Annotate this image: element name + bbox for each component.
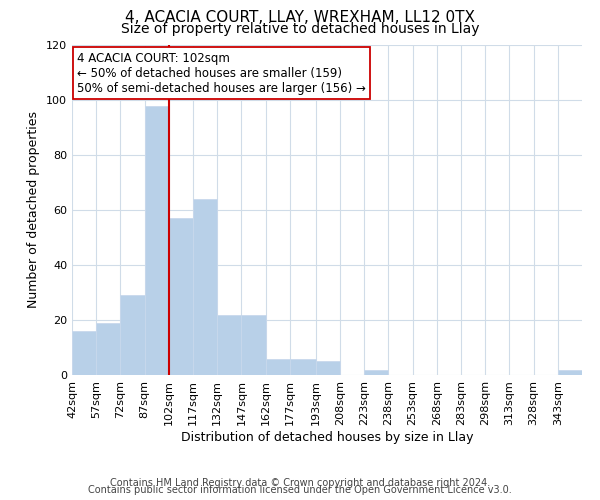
Bar — [266, 358, 290, 375]
Text: 4, ACACIA COURT, LLAY, WREXHAM, LL12 0TX: 4, ACACIA COURT, LLAY, WREXHAM, LL12 0TX — [125, 10, 475, 25]
Bar — [169, 218, 193, 375]
Bar — [145, 106, 169, 375]
Bar — [72, 331, 96, 375]
Bar — [193, 199, 217, 375]
Text: 4 ACACIA COURT: 102sqm
← 50% of detached houses are smaller (159)
50% of semi-de: 4 ACACIA COURT: 102sqm ← 50% of detached… — [77, 52, 366, 94]
X-axis label: Distribution of detached houses by size in Llay: Distribution of detached houses by size … — [181, 430, 473, 444]
Bar — [558, 370, 582, 375]
Text: Contains public sector information licensed under the Open Government Licence v3: Contains public sector information licen… — [88, 485, 512, 495]
Bar — [217, 314, 241, 375]
Bar — [364, 370, 388, 375]
Bar — [96, 323, 121, 375]
Y-axis label: Number of detached properties: Number of detached properties — [28, 112, 40, 308]
Text: Size of property relative to detached houses in Llay: Size of property relative to detached ho… — [121, 22, 479, 36]
Bar — [290, 358, 316, 375]
Bar — [316, 361, 340, 375]
Text: Contains HM Land Registry data © Crown copyright and database right 2024.: Contains HM Land Registry data © Crown c… — [110, 478, 490, 488]
Bar — [121, 295, 145, 375]
Bar — [241, 314, 266, 375]
